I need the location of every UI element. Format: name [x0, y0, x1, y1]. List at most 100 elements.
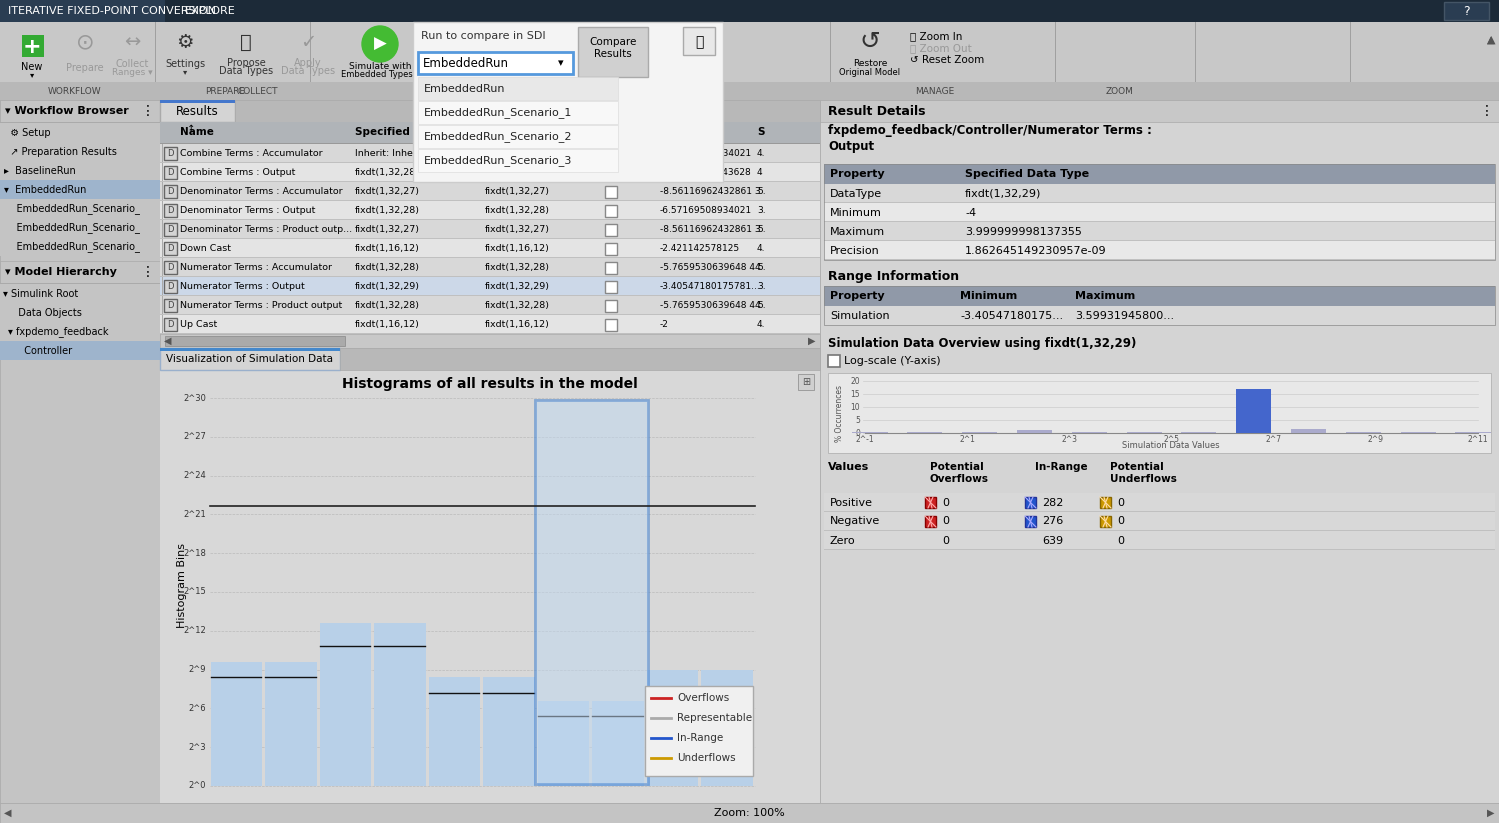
Text: 5.: 5.: [757, 187, 766, 196]
Text: Results: Results: [594, 49, 633, 59]
Text: 5.: 5.: [757, 263, 766, 272]
Text: Numerator Terms : Product output: Numerator Terms : Product output: [180, 301, 342, 310]
Bar: [160, 144, 820, 163]
Bar: [160, 122, 820, 143]
Text: EmbeddedRun_Scenario_: EmbeddedRun_Scenario_: [4, 222, 139, 233]
Text: D: D: [166, 187, 174, 196]
Text: D: D: [166, 149, 174, 158]
Text: ▶: ▶: [808, 336, 815, 346]
Text: -6.57169508934021: -6.57169508934021: [660, 206, 752, 215]
Bar: [797, 374, 814, 390]
Bar: [0, 161, 160, 180]
Text: Values: Values: [827, 462, 869, 472]
Bar: [824, 512, 1495, 531]
Text: 2^9: 2^9: [1367, 435, 1384, 444]
Text: Zero: Zero: [830, 536, 856, 546]
Bar: [824, 549, 1495, 550]
Text: S: S: [757, 127, 764, 137]
Text: 2^15: 2^15: [183, 588, 205, 597]
Bar: [824, 164, 1495, 260]
Bar: [592, 739, 645, 786]
Text: 2^-1: 2^-1: [856, 435, 874, 444]
Bar: [535, 400, 648, 784]
Bar: [606, 300, 618, 312]
Text: In-Range: In-Range: [1034, 462, 1088, 472]
Text: ⋮: ⋮: [141, 265, 154, 279]
Bar: [484, 724, 535, 786]
Text: Denominator Terms : Product outp...: Denominator Terms : Product outp...: [180, 225, 352, 234]
Text: -5.7659530639648 44: -5.7659530639648 44: [660, 263, 760, 272]
Text: PREPARE: PREPARE: [205, 86, 244, 95]
Text: EmbeddedRun_Scenario_1: EmbeddedRun_Scenario_1: [424, 107, 573, 118]
Text: ▾  EmbeddedRun: ▾ EmbeddedRun: [4, 184, 87, 194]
Text: Underflows: Underflows: [678, 753, 736, 763]
Bar: [429, 759, 481, 786]
Text: -5.7659530639648 44: -5.7659530639648 44: [660, 301, 760, 310]
Bar: [429, 677, 481, 786]
Bar: [160, 181, 820, 182]
Bar: [319, 646, 372, 786]
Text: 5.: 5.: [757, 225, 766, 234]
Text: 4.: 4.: [757, 320, 766, 329]
Text: ⊙: ⊙: [75, 32, 94, 52]
Text: 2^24: 2^24: [183, 471, 205, 480]
Bar: [375, 689, 426, 786]
Bar: [0, 100, 160, 803]
Bar: [160, 100, 235, 103]
Text: Positive: Positive: [830, 497, 872, 508]
Text: -3.40547180175781...: -3.40547180175781...: [660, 282, 761, 291]
Text: Negative: Negative: [830, 517, 880, 527]
Bar: [606, 167, 618, 179]
Bar: [0, 237, 160, 256]
Bar: [0, 98, 1499, 100]
Text: MANAGE: MANAGE: [916, 86, 955, 95]
Text: fixdt(1,32,28): fixdt(1,32,28): [486, 301, 550, 310]
Text: ▾ Workflow Browser: ▾ Workflow Browser: [4, 106, 129, 116]
Bar: [418, 125, 618, 148]
Text: -2.42105555343628: -2.42105555343628: [660, 168, 752, 177]
Text: Apply: Apply: [294, 58, 322, 68]
Bar: [0, 284, 160, 303]
Text: Embedded Types ▾: Embedded Types ▾: [340, 69, 420, 78]
Text: Underflows: Underflows: [1109, 474, 1177, 484]
Text: ▾: ▾: [30, 71, 34, 80]
Text: Proposed DT: Proposed DT: [486, 127, 561, 137]
Text: Settings: Settings: [165, 59, 205, 69]
Bar: [319, 623, 372, 786]
Text: 4: 4: [757, 168, 763, 177]
Text: Combine Terms : Accumulator: Combine Terms : Accumulator: [180, 149, 322, 158]
Text: 📊: 📊: [240, 32, 252, 52]
Text: 0: 0: [854, 429, 860, 438]
Text: ▶: ▶: [1487, 808, 1495, 818]
Bar: [160, 333, 820, 334]
Bar: [925, 497, 935, 508]
Text: CONVERT: CONVERT: [538, 86, 582, 95]
Bar: [0, 122, 160, 123]
Text: DataType: DataType: [830, 188, 881, 198]
Bar: [484, 759, 535, 786]
Text: ▾ fxpdemo_feedback: ▾ fxpdemo_feedback: [7, 326, 108, 337]
Bar: [418, 77, 618, 100]
Text: Data Types: Data Types: [219, 66, 273, 76]
Bar: [0, 180, 160, 199]
Bar: [160, 219, 820, 220]
Text: ▸  BaselineRun: ▸ BaselineRun: [4, 165, 76, 175]
Bar: [160, 295, 820, 296]
Bar: [824, 511, 1495, 512]
Bar: [645, 686, 752, 776]
Text: ▾ Simulink Root: ▾ Simulink Root: [3, 289, 78, 299]
Bar: [0, 123, 160, 142]
Bar: [211, 662, 262, 786]
Bar: [163, 185, 177, 198]
Text: Up Cast: Up Cast: [180, 320, 217, 329]
Text: Denominator Terms : Accumulator: Denominator Terms : Accumulator: [180, 187, 343, 196]
Text: Restore: Restore: [853, 58, 887, 67]
Text: Zoom: 100%: Zoom: 100%: [714, 808, 784, 818]
Bar: [160, 220, 820, 239]
Text: fixdt(1,16,12): fixdt(1,16,12): [486, 320, 550, 329]
Bar: [163, 299, 177, 312]
Text: Original Model: Original Model: [839, 67, 901, 77]
Text: 0: 0: [941, 497, 949, 508]
Text: ⋮: ⋮: [1480, 104, 1495, 118]
Text: EmbeddedRun: EmbeddedRun: [423, 57, 510, 69]
